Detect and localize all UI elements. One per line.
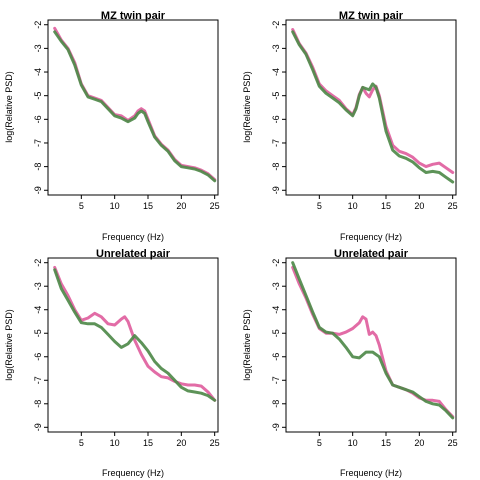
x-tick-label: 15 <box>143 438 153 448</box>
y-tick-label: -4 <box>33 68 43 76</box>
series-line-green <box>291 30 455 184</box>
y-tick-label: -8 <box>33 163 43 171</box>
series-line-pink <box>291 28 455 174</box>
series-line-green <box>291 261 455 420</box>
y-tick-label: -5 <box>33 92 43 100</box>
x-tick-label: 25 <box>210 438 220 448</box>
y-tick-label: -7 <box>33 139 43 147</box>
y-tick-label: -8 <box>271 163 281 171</box>
y-tick-label: -2 <box>271 259 281 267</box>
x-axis-label: Frequency (Hz) <box>102 232 164 242</box>
x-tick-label: 25 <box>448 201 458 211</box>
y-tick-label: -6 <box>271 353 281 361</box>
panel-title: Unrelated pair <box>334 248 409 260</box>
y-tick-label: -9 <box>33 423 43 431</box>
x-tick-label: 5 <box>79 438 84 448</box>
plot-frame <box>47 19 219 196</box>
y-tick-label: -8 <box>33 400 43 408</box>
x-tick-label: 10 <box>348 201 358 211</box>
x-tick-label: 5 <box>317 438 322 448</box>
y-tick-label: -4 <box>271 306 281 314</box>
y-tick-label: -2 <box>271 21 281 29</box>
y-tick-label: -7 <box>271 139 281 147</box>
y-tick-label: -4 <box>33 306 43 314</box>
plot-frame <box>285 19 457 196</box>
y-axis-label: log(Relative PSD) <box>242 309 252 381</box>
x-tick-label: 10 <box>110 438 120 448</box>
panel-unrelated-left: Unrelated pair 5 10 15 20 25 -2 -3 -4 -5 -6 -7 -8 -9… <box>4 248 220 478</box>
plot-marks: 5 10 15 20 25 -2 -3 -4 -5 -6 -7 -8 -9 <box>33 21 220 211</box>
y-tick-label: -3 <box>271 44 281 52</box>
y-tick-label: -4 <box>271 68 281 76</box>
panel-title: MZ twin pair <box>339 10 404 22</box>
y-tick-label: -9 <box>271 186 281 194</box>
y-tick-label: -3 <box>271 282 281 290</box>
panel-title: MZ twin pair <box>101 10 166 22</box>
y-tick-label: -9 <box>271 423 281 431</box>
x-tick-label: 20 <box>414 438 424 448</box>
y-tick-label: -5 <box>271 329 281 337</box>
y-axis-label: log(Relative PSD) <box>242 71 252 143</box>
y-tick-label: -2 <box>33 21 43 29</box>
plot-frame <box>285 257 457 433</box>
y-tick-label: -6 <box>33 353 43 361</box>
plot-marks: 5 10 15 20 25 -2 -3 -4 -5 -6 -7 -8 -9 <box>271 259 458 448</box>
x-tick-label: 20 <box>176 201 186 211</box>
x-tick-label: 15 <box>381 438 391 448</box>
plot-frame <box>47 257 219 433</box>
y-axis-label: log(Relative PSD) <box>4 71 14 143</box>
plot-marks: 5 10 15 20 25 -2 -3 -4 -5 -6 -7 -8 -9 <box>271 21 458 211</box>
series-line-pink <box>53 265 217 402</box>
panel-mz-twin-left: MZ twin pair 5 10 15 20 25 -2 -3 -4 -5 -6 -7 -8 -9 F… <box>4 10 220 242</box>
series-line-pink <box>53 26 217 182</box>
series-line-pink <box>291 265 455 419</box>
y-axis-label: log(Relative PSD) <box>4 309 14 381</box>
series-line-green <box>53 268 217 402</box>
x-tick-label: 15 <box>381 201 391 211</box>
y-tick-label: -7 <box>271 376 281 384</box>
x-tick-label: 25 <box>448 438 458 448</box>
x-tick-label: 5 <box>317 201 322 211</box>
x-axis-label: Frequency (Hz) <box>340 232 402 242</box>
x-tick-label: 5 <box>79 201 84 211</box>
y-tick-label: -3 <box>33 44 43 52</box>
y-tick-label: -5 <box>33 329 43 337</box>
x-tick-label: 10 <box>110 201 120 211</box>
y-tick-label: -8 <box>271 400 281 408</box>
y-tick-label: -6 <box>271 115 281 123</box>
x-axis-label: Frequency (Hz) <box>102 468 164 478</box>
y-tick-label: -3 <box>33 282 43 290</box>
x-tick-label: 25 <box>210 201 220 211</box>
y-tick-label: -5 <box>271 92 281 100</box>
plot-marks: 5 10 15 20 25 -2 -3 -4 -5 -6 -7 -8 -9 <box>33 259 220 448</box>
x-tick-label: 15 <box>143 201 153 211</box>
x-tick-label: 20 <box>176 438 186 448</box>
series-line-green <box>53 30 217 183</box>
y-tick-label: -6 <box>33 115 43 123</box>
y-tick-label: -9 <box>33 186 43 194</box>
panel-unrelated-right: Unrelated pair 5 10 15 20 25 -2 -3 -4 -5 -6 -7 -8 -9… <box>242 248 458 478</box>
x-tick-label: 20 <box>414 201 424 211</box>
y-tick-label: -7 <box>33 376 43 384</box>
x-tick-label: 10 <box>348 438 358 448</box>
x-axis-label: Frequency (Hz) <box>340 468 402 478</box>
panel-title: Unrelated pair <box>96 248 171 260</box>
y-tick-label: -2 <box>33 259 43 267</box>
panel-mz-twin-right: MZ twin pair 5 10 15 20 25 -2 -3 -4 -5 -6 -7 -8 -9 F… <box>242 10 458 242</box>
